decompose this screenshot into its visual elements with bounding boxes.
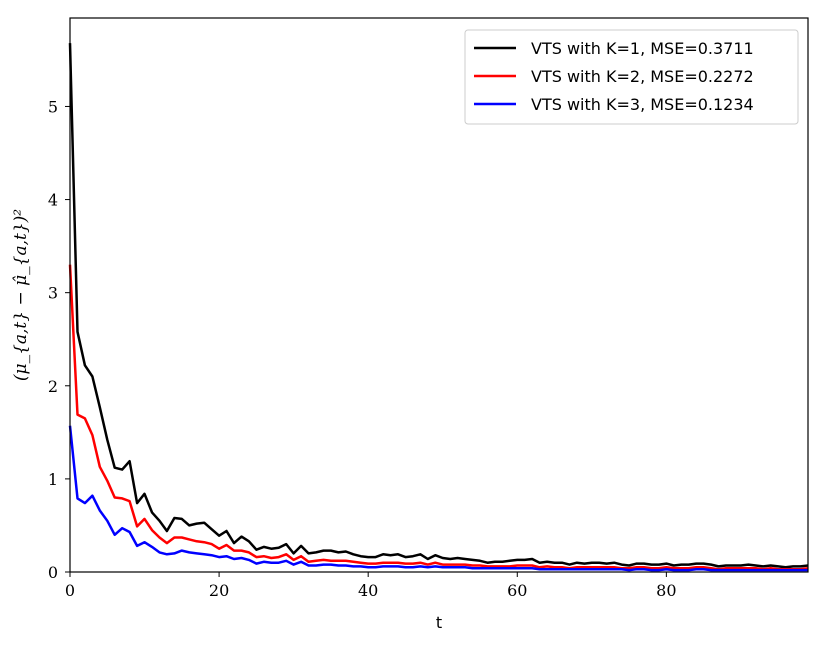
y-axis-label: (μ_{a,t} − μ̂_{a,t})² xyxy=(11,209,31,381)
legend-entry-k3: VTS with K=3, MSE=0.1234 xyxy=(531,95,754,114)
legend: VTS with K=1, MSE=0.3711 VTS with K=2, M… xyxy=(464,29,799,125)
x-tick-label: 40 xyxy=(358,581,378,600)
ticks-layer: 0 20 40 60 80 0 1 2 3 4 5 xyxy=(48,97,677,600)
series-line-k3 xyxy=(68,425,808,572)
y-tick-label: 4 xyxy=(48,191,58,210)
legend-entry-k1: VTS with K=1, MSE=0.3711 xyxy=(531,39,754,58)
series-layer xyxy=(68,43,809,572)
x-tick-label: 60 xyxy=(507,581,527,600)
series-line-k1 xyxy=(68,43,809,569)
x-axis-label: t xyxy=(436,613,442,632)
legend-entry-k2: VTS with K=2, MSE=0.2272 xyxy=(531,67,754,86)
y-tick-label: 2 xyxy=(48,377,58,396)
x-tick-label: 20 xyxy=(209,581,229,600)
y-tick-label: 1 xyxy=(48,470,58,489)
axes-frame xyxy=(69,17,809,573)
x-tick-label: 0 xyxy=(65,581,75,600)
y-tick-label: 5 xyxy=(48,97,58,116)
y-tick-label: 3 xyxy=(48,284,58,303)
x-tick-label: 80 xyxy=(656,581,676,600)
y-tick-label: 0 xyxy=(48,563,58,582)
legend-box xyxy=(464,29,799,125)
series-line-k2 xyxy=(68,264,809,571)
